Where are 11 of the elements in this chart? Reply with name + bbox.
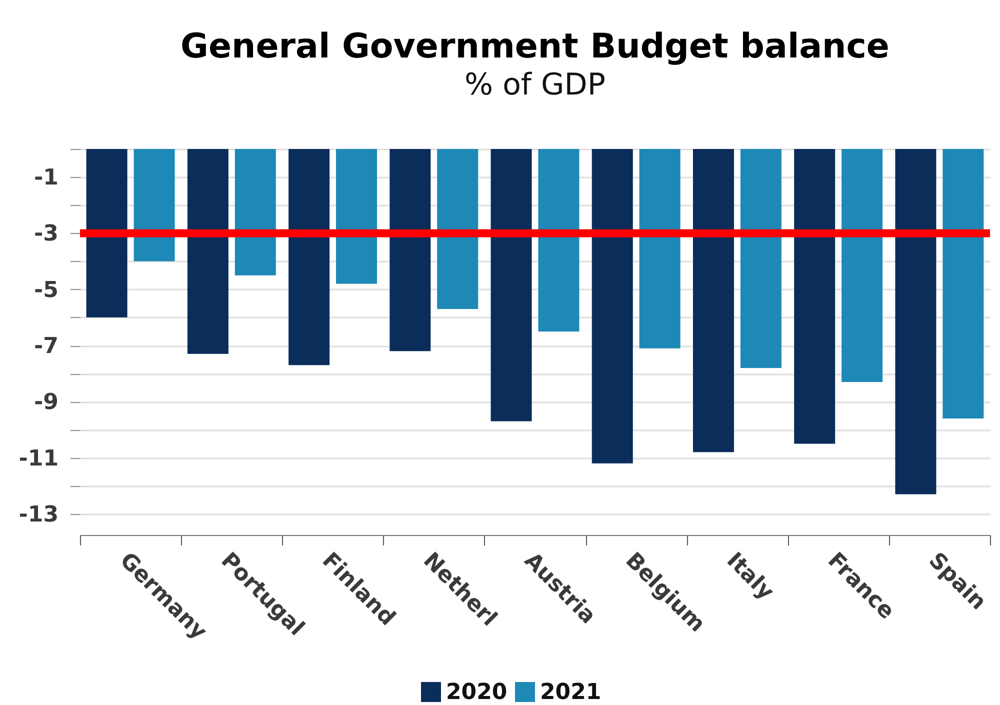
- chart-subtitle: % of GDP: [464, 68, 606, 102]
- y-tick-label: -3: [34, 222, 58, 247]
- y-tick-label: -1: [34, 166, 58, 191]
- y-tick-label: -7: [34, 334, 58, 360]
- y-tick-label: -11: [18, 446, 58, 472]
- legend-label: 2020: [446, 680, 508, 705]
- y-tick-label: -5: [34, 278, 58, 303]
- y-tick-label: -9: [34, 390, 58, 416]
- y-tick-label: -13: [18, 502, 58, 528]
- legend-label: 2021: [540, 680, 602, 705]
- chart-title: General Government Budget balance: [180, 26, 890, 66]
